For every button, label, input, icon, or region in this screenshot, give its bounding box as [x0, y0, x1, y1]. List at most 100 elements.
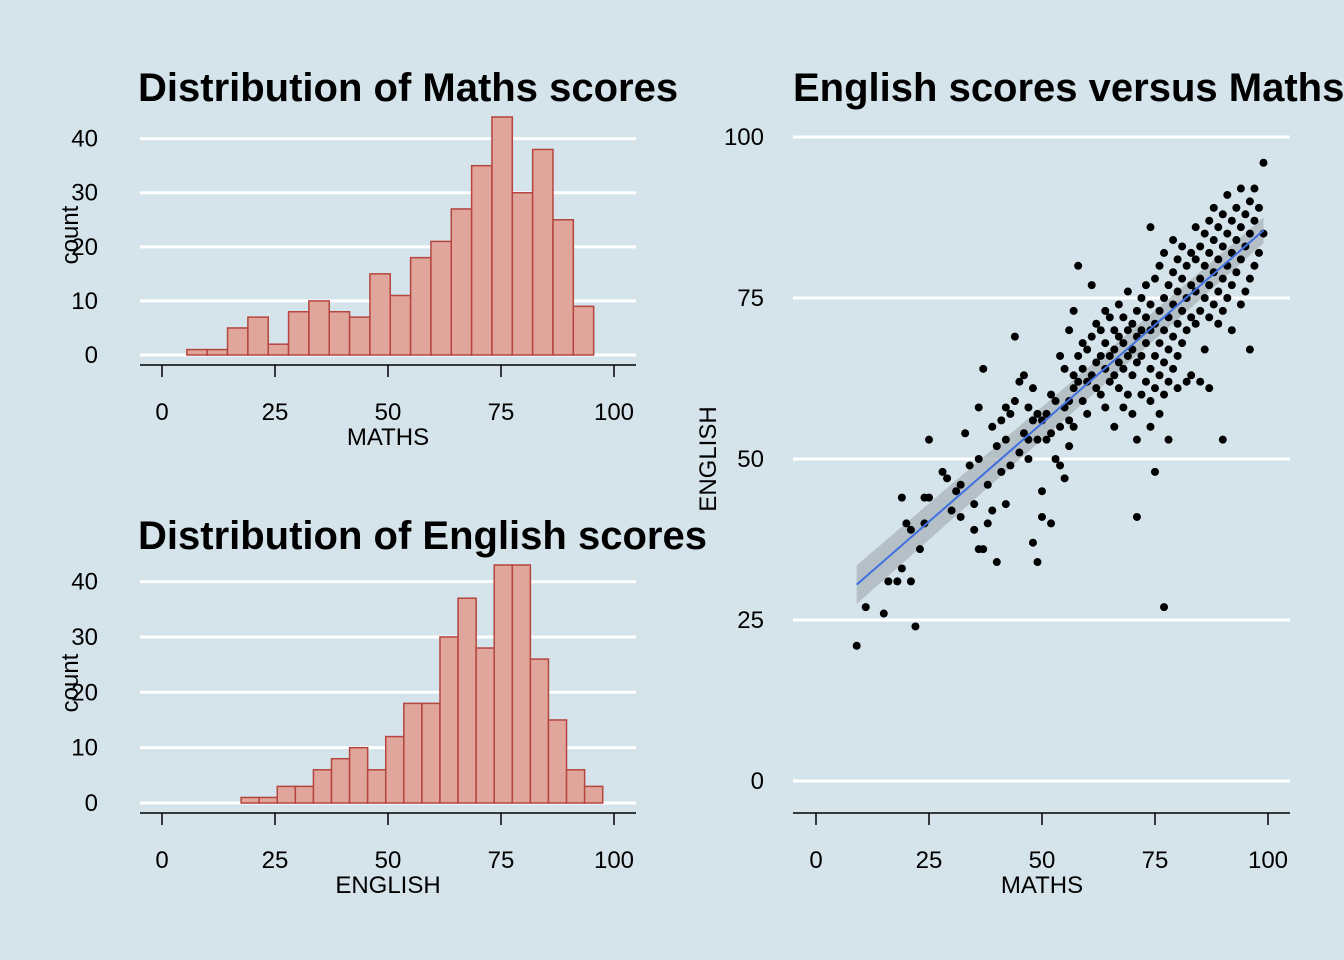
scatter-point: [1141, 339, 1150, 348]
scatter-point: [893, 577, 902, 586]
scatter-point: [979, 545, 988, 554]
scatter-point: [1047, 519, 1056, 528]
scatter-point: [1196, 274, 1205, 283]
scatter-point: [1196, 242, 1205, 251]
scatter-point: [1236, 184, 1245, 193]
scatter-point: [1137, 294, 1146, 302]
scatter-point: [1114, 332, 1123, 341]
scatter-point: [974, 403, 983, 412]
scatter-point: [1151, 467, 1159, 476]
scatter-point: [1218, 274, 1227, 283]
maths-xtick-label: 0: [155, 399, 168, 426]
maths-histogram-bar: [511, 191, 534, 356]
scatter-point: [1110, 345, 1119, 354]
scatter-point: [1164, 377, 1173, 386]
scatter-point: [970, 500, 979, 509]
scatter-point: [1105, 351, 1114, 360]
scatter-ytick-label: 75: [737, 285, 764, 312]
english-histogram-bar: [529, 658, 550, 804]
scatter-point: [961, 429, 970, 438]
scatter-point: [1123, 326, 1132, 335]
scatter-point: [1191, 287, 1200, 296]
scatter-point: [1119, 364, 1128, 373]
scatter-xtick-label: 0: [809, 847, 822, 874]
scatter-point: [1227, 216, 1236, 225]
scatter-point: [1083, 345, 1092, 354]
scatter-point: [997, 416, 1006, 425]
scatter-point: [884, 577, 893, 586]
english-histogram-bar: [258, 796, 279, 804]
maths-xtick-label: 50: [375, 399, 402, 426]
scatter-point: [1114, 300, 1123, 309]
maths-xtick-label: 100: [594, 399, 634, 426]
scatter-point: [1173, 287, 1182, 296]
maths-histogram-bar: [369, 273, 392, 356]
maths-histogram-bar: [186, 348, 208, 356]
scatter-point: [1114, 358, 1123, 367]
scatter-point: [1132, 306, 1141, 315]
scatter-ytick-label: 100: [724, 124, 764, 151]
scatter-xtick-label: 100: [1248, 847, 1288, 874]
english-ytick-label: 30: [71, 624, 98, 651]
scatter-point: [1065, 442, 1074, 451]
scatter-point: [1096, 390, 1105, 399]
scatter-point: [1019, 371, 1028, 380]
scatter-point: [1169, 236, 1178, 245]
scatter-point: [947, 506, 956, 515]
scatter-point: [1223, 294, 1232, 302]
english-histogram-bar: [511, 564, 532, 804]
scatter-point: [983, 480, 992, 489]
maths-histogram-bar: [389, 294, 412, 356]
scatter-point: [1196, 377, 1205, 386]
scatter-point: [1056, 351, 1065, 360]
scatter-point: [911, 622, 920, 631]
english-histogram-bar: [583, 785, 604, 804]
english-histogram-bar: [366, 769, 387, 804]
english-histogram-bar: [330, 757, 351, 804]
scatter-point: [1137, 390, 1146, 399]
english-histogram-bar: [312, 769, 333, 804]
scatter-point: [1218, 242, 1227, 251]
scatter-point: [1227, 281, 1236, 290]
scatter-point: [1250, 216, 1259, 225]
maths-histogram-bar: [450, 208, 473, 356]
scatter-point: [1056, 422, 1065, 431]
english-histogram-bar: [276, 785, 297, 804]
scatter-point: [1205, 384, 1214, 393]
scatter-point: [1151, 351, 1159, 360]
english-histogram-bar: [403, 702, 423, 804]
scatter-ylabel: ENGLISH: [695, 406, 722, 511]
maths-histogram-bar: [552, 219, 575, 356]
scatter-point: [1232, 268, 1241, 277]
scatter-point: [1110, 326, 1119, 335]
scatter-point: [1028, 416, 1037, 425]
scatter-point: [1169, 268, 1178, 277]
scatter-point: [1128, 371, 1137, 380]
scatter-point: [1218, 435, 1227, 444]
scatter-point: [1191, 319, 1200, 328]
scatter-point: [1218, 210, 1227, 219]
scatter-point: [1123, 390, 1132, 399]
english-xtick-label: 75: [488, 847, 515, 874]
scatter-point: [906, 577, 915, 586]
scatter-point: [1141, 281, 1150, 290]
scatter-point: [1205, 313, 1214, 322]
scatter-point: [852, 641, 861, 650]
scatter-point: [915, 545, 924, 554]
scatter-point: [925, 435, 933, 444]
maths-histogram-bar: [470, 164, 493, 356]
scatter-ytick-label: 25: [737, 607, 764, 634]
scatter-point: [1155, 261, 1164, 270]
english-histogram-panel: Distribution of English scores 0 10 20 30 40…: [57, 514, 707, 899]
english-ytick-label: 0: [85, 790, 98, 817]
scatter-point: [1047, 429, 1056, 438]
scatter-point: [1155, 409, 1164, 418]
scatter-point: [965, 461, 974, 470]
scatter-point: [992, 558, 1001, 567]
scatter-point: [1141, 377, 1150, 386]
english-ytick-label: 20: [71, 679, 98, 706]
scatter-point: [1019, 429, 1028, 438]
scatter-point: [1250, 184, 1259, 193]
scatter-point: [1010, 332, 1019, 341]
scatter-point: [1245, 274, 1254, 283]
